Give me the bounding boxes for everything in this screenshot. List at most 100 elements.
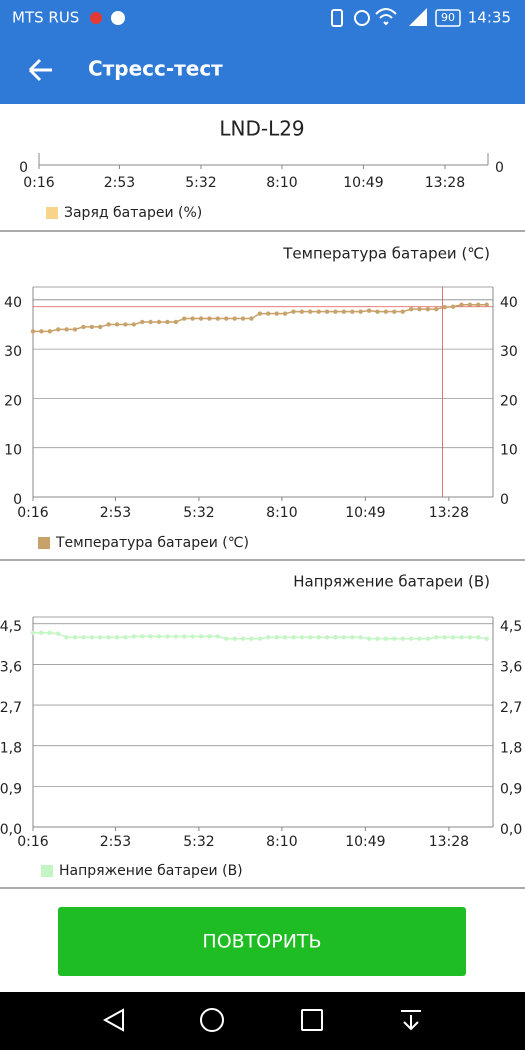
point: [400, 636, 405, 641]
legend-swatch: [38, 537, 50, 549]
point: [291, 635, 296, 640]
y2-tick-label: 4,5: [500, 619, 522, 635]
y-tick-label: 4,5: [0, 619, 22, 635]
point: [114, 322, 120, 327]
point: [316, 635, 321, 640]
point: [98, 635, 103, 640]
point: [81, 635, 86, 640]
point: [383, 636, 389, 641]
point: [274, 311, 279, 316]
point: [467, 302, 473, 307]
point: [257, 311, 263, 316]
point: [64, 327, 69, 332]
signal-icon: [409, 8, 427, 26]
point: [375, 636, 380, 641]
x-tick-label: 2:53: [100, 834, 131, 850]
point: [425, 636, 431, 641]
y2-tick-label: 0: [495, 160, 504, 176]
point: [442, 635, 447, 640]
y2-tick-label: 0,0: [500, 822, 522, 838]
point: [425, 306, 431, 312]
x-tick-label: 10:49: [343, 175, 383, 191]
point: [333, 635, 338, 640]
nav-home[interactable]: [200, 1008, 224, 1032]
point: [98, 324, 103, 330]
point: [56, 327, 61, 332]
point: [131, 634, 137, 639]
point: [366, 636, 372, 641]
point: [89, 324, 95, 330]
point: [165, 634, 170, 639]
point: [417, 636, 422, 641]
point: [333, 309, 338, 314]
point: [408, 306, 414, 312]
point: [375, 309, 380, 314]
point: [215, 634, 221, 639]
point: [383, 309, 389, 314]
y-tick-label: 0,0: [0, 822, 22, 838]
app-bar: [0, 0, 525, 104]
legend-swatch: [41, 865, 53, 877]
point: [341, 309, 347, 314]
point: [484, 302, 489, 307]
point: [392, 309, 397, 314]
point: [182, 634, 187, 639]
button-label[interactable]: ПОВТОРИТЬ: [202, 931, 321, 953]
nav-back[interactable]: [102, 1008, 124, 1032]
point: [81, 324, 86, 330]
x-tick-label: 13:28: [429, 834, 469, 850]
x-tick-label: 0:16: [17, 834, 49, 850]
point: [308, 635, 313, 640]
point: [89, 635, 95, 640]
point: [417, 306, 422, 312]
point: [358, 635, 363, 640]
point: [64, 635, 69, 640]
point: [106, 635, 111, 640]
point: [249, 316, 254, 321]
point: [165, 319, 170, 325]
x-tick-label: 8:10: [266, 175, 297, 191]
point: [350, 635, 355, 640]
y2-tick-label: 0: [500, 492, 509, 508]
y2-tick-label: 2,7: [500, 700, 522, 716]
y-tick-label: 40: [4, 295, 22, 311]
back-button[interactable]: [28, 58, 52, 82]
wifi-icon: [375, 8, 397, 26]
point: [190, 316, 195, 321]
point: [190, 634, 195, 639]
battery-icon: [435, 9, 461, 27]
point: [182, 316, 187, 321]
point: [173, 319, 179, 325]
point: [282, 311, 288, 316]
x-tick-label: 13:28: [429, 505, 469, 521]
point: [459, 635, 464, 640]
nav-notifications[interactable]: [401, 1010, 421, 1031]
point: [224, 636, 229, 641]
point: [434, 635, 439, 640]
point: [47, 329, 53, 334]
y2-tick-label: 10: [500, 443, 518, 459]
point: [207, 316, 212, 321]
point: [156, 634, 162, 639]
repeat-button[interactable]: ПОВТОРИТЬ: [58, 907, 466, 976]
chart-title: Напряжение батареи (В): [293, 573, 490, 591]
button-background[interactable]: [58, 907, 466, 976]
x-tick-label: 0:16: [23, 175, 55, 191]
x-tick-label: 5:32: [183, 505, 214, 521]
point: [123, 635, 128, 640]
point: [282, 635, 288, 640]
point: [148, 319, 153, 325]
point: [232, 316, 237, 321]
nav-recent[interactable]: [301, 1009, 323, 1031]
point: [30, 630, 36, 636]
point: [215, 316, 221, 321]
point: [408, 636, 414, 641]
y-tick-label: 0: [19, 160, 28, 176]
point: [450, 304, 456, 309]
point: [442, 305, 447, 310]
point: [240, 316, 246, 321]
point: [400, 309, 405, 314]
point: [224, 316, 229, 321]
notification-icon: [90, 12, 102, 24]
point: [249, 636, 254, 641]
